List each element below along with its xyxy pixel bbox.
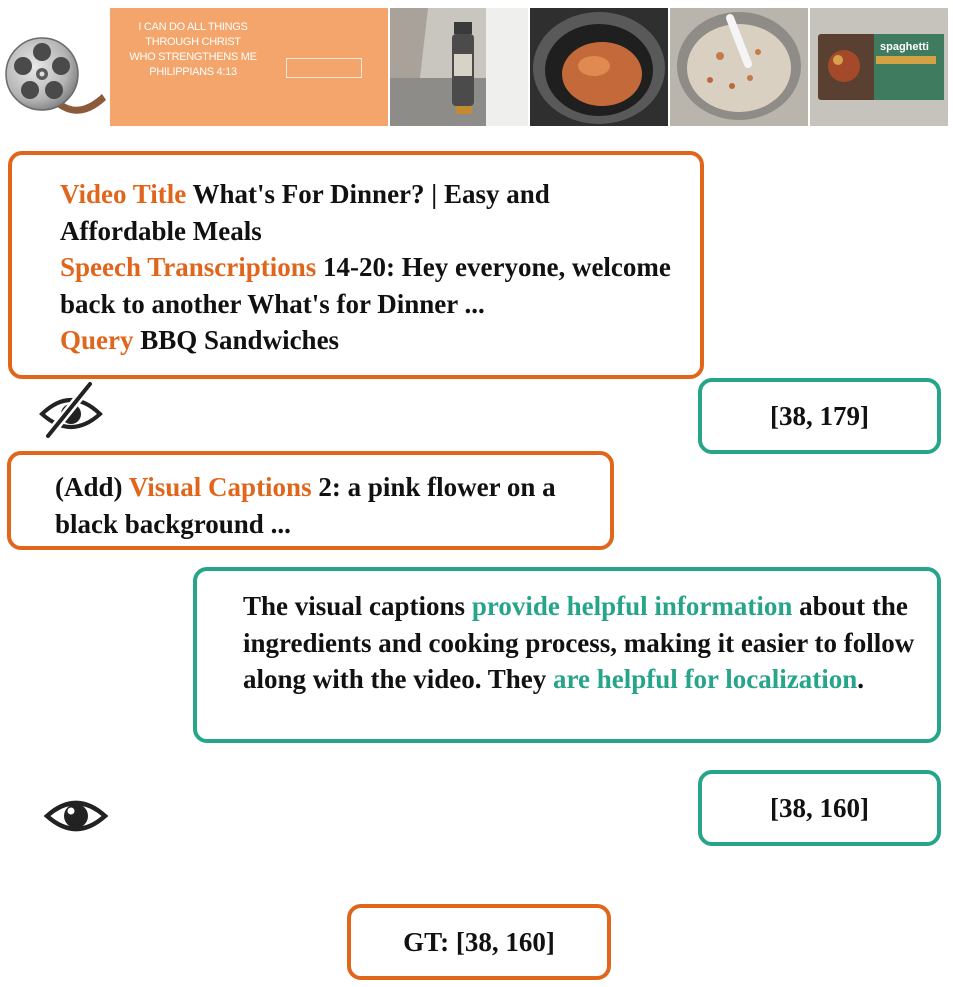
frame-kitchen-bottle [390, 8, 528, 126]
verse-line: THROUGH CHRIST [145, 36, 241, 48]
reasoning-highlight-2: are helpful for localization [553, 664, 858, 694]
prediction-with-visual: [38, 160] [770, 792, 869, 823]
eye-closed-icon [39, 380, 103, 440]
query-box: Video Title What's For Dinner? | Easy an… [8, 151, 704, 379]
title-card-stamp [286, 58, 362, 78]
film-reel-icon [5, 37, 106, 114]
reasoning-text-1: The visual captions [243, 591, 466, 621]
query-label: Query [60, 325, 134, 355]
query-value: BBQ Sandwiches [140, 325, 340, 355]
reasoning-highlight-1: provide helpful information [471, 591, 793, 621]
speech-transcriptions-value: 14-20: Hey everyone, welcome back to ano… [60, 252, 671, 319]
reasoning-box: The visual captions provide helpful info… [193, 567, 941, 743]
video-title-value: What's For Dinner? | Easy and Affordable… [60, 179, 550, 246]
reasoning-text-3: . [857, 664, 865, 694]
add-prefix: (Add) [55, 472, 123, 502]
frame-title-card: I CAN DO ALL THINGS THROUGH CHRIST WHO S… [110, 8, 388, 126]
verse-line: I CAN DO ALL THINGS [138, 21, 248, 33]
verse-line: WHO STRENGTHENS ME [129, 51, 257, 63]
visual-captions-value: 2: a pink flower on a black background .… [55, 472, 556, 539]
prediction-without-visual: [38, 179] [770, 400, 869, 431]
speech-transcriptions-label: Speech Transcriptions [60, 252, 317, 282]
product-label: spaghetti [880, 41, 929, 53]
video-frame-strip: I CAN DO ALL THINGS THROUGH CHRIST WHO S… [110, 8, 948, 126]
eye-open-icon [44, 800, 108, 832]
title-card-verse: I CAN DO ALL THINGS THROUGH CHRIST WHO S… [128, 20, 258, 80]
video-title-label: Video Title [60, 179, 187, 209]
frame-pot-sauce [530, 8, 668, 126]
reasoning-text-2: about the ingredients and cooking proces… [243, 591, 915, 694]
verse-line: PHILIPPIANS 4:13 [149, 66, 237, 78]
prediction-without-visual-box: [38, 179] [698, 378, 941, 454]
frame-spaghetti-box: spaghetti [810, 8, 948, 126]
ground-truth-box: GT: [38, 160] [347, 904, 611, 980]
frame-pot-stirring [670, 8, 808, 126]
visual-captions-label: Visual Captions [128, 472, 312, 502]
ground-truth: GT: [38, 160] [403, 926, 555, 957]
prediction-with-visual-box: [38, 160] [698, 770, 941, 846]
visual-captions-box: (Add) Visual Captions 2: a pink flower o… [7, 451, 614, 550]
